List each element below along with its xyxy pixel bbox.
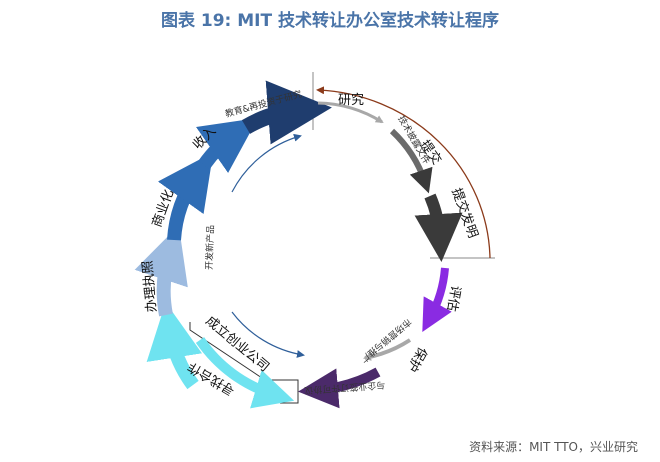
- step-licensing-label: 办理执照: [141, 260, 160, 313]
- source-note: 资料来源：MIT TTO，兴业研究: [469, 440, 638, 454]
- step-protection-label: 保护: [404, 344, 430, 374]
- outer-feedback-arrow: [316, 86, 491, 259]
- arrow-income-to-reinvest: [196, 117, 258, 173]
- inner-arrow-bottom: [231, 311, 305, 358]
- page-title: 图表 19: MIT 技术转让办公室技术转让程序: [160, 11, 500, 31]
- arrow-licensing-to-commercialization: [134, 225, 188, 317]
- step-evaluation-label: 评估: [444, 284, 463, 312]
- arrow-research-to-disclosure: [317, 101, 384, 124]
- arrow-marketing-to-licensing: [298, 367, 381, 409]
- startup-box-outline: [189, 322, 299, 404]
- inner-new-product-label: 开发新产品: [203, 225, 217, 270]
- inner-startup-label: 成立创业公司: [202, 314, 271, 376]
- arrow-startup: [195, 337, 295, 409]
- step-research-label: 研究: [338, 93, 364, 108]
- inner-arrow-top: [231, 133, 302, 193]
- arrow-evaluation-to-protection: [422, 267, 452, 333]
- arrow-protection-to-marketing: [363, 338, 412, 361]
- arrow-commercialization-to-income: [157, 152, 214, 241]
- arrow-patent-bottom: [414, 193, 463, 262]
- arrow-disclosure-to-patent: [389, 128, 433, 194]
- arrow-reinvest-to-research: [241, 80, 332, 145]
- arrow-founding-to-licensing: [146, 302, 202, 390]
